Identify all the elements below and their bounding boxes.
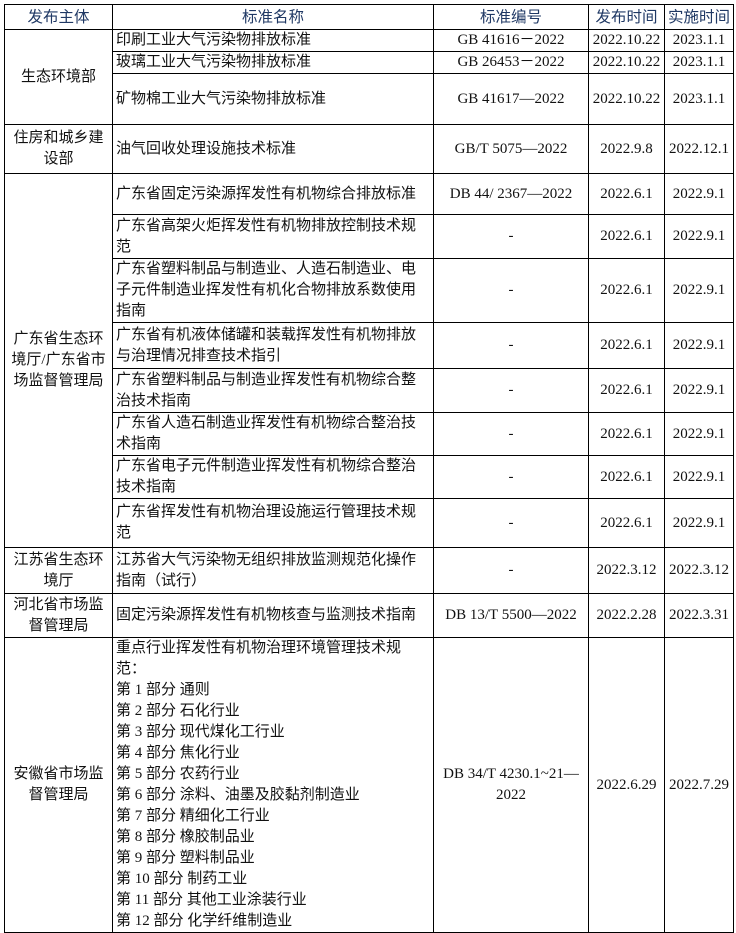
effective-date-cell: 2022.12.1 — [664, 124, 734, 174]
standard-code-cell: - — [433, 322, 589, 369]
standard-name-cell: 重点行业挥发性有机物治理环境管理技术规范： 第 1 部分 通则 第 2 部分 石… — [112, 637, 434, 933]
table-row: 住房和城乡建设部 油气回收处理设施技术标准 GB/T 5075—2022 2022.9… — [4, 124, 734, 174]
standards-table: 发布主体 标准名称 标准编号 发布时间 实施时间 生态环境部 印刷工业大气污染物排… — [4, 4, 734, 933]
effective-date-cell: 2022.9.1 — [664, 258, 734, 323]
header-publish: 发布时间 — [588, 4, 665, 30]
table-row: 广东省有机液体储罐和装载挥发性有机物排放与治理情况排查技术指引 -2022.6.1… — [5, 322, 734, 369]
standard-name-cell: 广东省塑料制品与制造业挥发性有机物综合整治技术指南 — [112, 368, 434, 413]
table-row: 广东省人造石制造业挥发性有机物综合整治技术指南 -2022.6.1 2022.9.1 — [5, 412, 734, 456]
table-row: 广东省塑料制品与制造业、人造石制造业、电子元件制造业挥发性有机化合物排放系数使用… — [5, 258, 734, 323]
standard-name-cell: 矿物棉工业大气污染物排放标准 — [112, 73, 434, 125]
table-row: 矿物棉工业大气污染物排放标准 GB 41617—2022 2022.10.22 202… — [5, 73, 734, 125]
header-row: 发布主体 标准名称 标准编号 发布时间 实施时间 — [4, 4, 734, 30]
standard-name-cell: 玻璃工业大气污染物排放标准 — [112, 51, 434, 74]
publish-date-cell: 2022.3.12 — [588, 547, 665, 594]
table-row: 生态环境部 印刷工业大气污染物排放标准 GB 41616－2022 2022.10.2… — [4, 29, 734, 125]
standard-name-cell: 固定污染源挥发性有机物核查与监测技术指南 — [112, 593, 434, 638]
agency-cell: 生态环境部 — [4, 29, 113, 125]
standard-code-cell: DB 13/T 5500—2022 — [433, 593, 589, 638]
effective-date-cell: 2022.3.12 — [664, 547, 734, 594]
publish-date-cell: 2022.10.22 — [588, 29, 665, 52]
standard-code-cell: - — [433, 412, 589, 456]
table-row: 安徽省市场监督管理局 重点行业挥发性有机物治理环境管理技术规范： 第 1 部分 通… — [4, 637, 734, 933]
standard-code-cell: GB 26453－2022 — [433, 51, 589, 74]
effective-date-cell: 2022.9.1 — [664, 173, 734, 215]
effective-date-cell: 2023.1.1 — [664, 73, 734, 125]
effective-date-cell: 2022.3.31 — [664, 593, 734, 638]
publish-date-cell: 2022.10.22 — [588, 73, 665, 125]
agency-cell: 安徽省市场监督管理局 — [4, 637, 113, 933]
header-name: 标准名称 — [112, 4, 434, 30]
standard-name-cell: 广东省高架火炬挥发性有机物排放控制技术规范 — [112, 214, 434, 259]
publish-date-cell: 2022.6.1 — [588, 322, 665, 369]
publish-date-cell: 2022.6.1 — [588, 214, 665, 259]
standard-code-cell: - — [433, 498, 589, 548]
effective-date-cell: 2022.9.1 — [664, 455, 734, 499]
table-row: 玻璃工业大气污染物排放标准 GB 26453－2022 2022.10.22 2023… — [5, 51, 734, 74]
table-row: 广东省塑料制品与制造业挥发性有机物综合整治技术指南 -2022.6.1 2022.9… — [5, 368, 734, 413]
agency-cell: 河北省市场监督管理局 — [4, 593, 113, 638]
publish-date-cell: 2022.9.8 — [588, 124, 665, 174]
standard-name-cell: 印刷工业大气污染物排放标准 — [112, 29, 434, 52]
publish-date-cell: 2022.6.1 — [588, 173, 665, 215]
effective-date-cell: 2022.9.1 — [664, 412, 734, 456]
standard-name-cell: 广东省挥发性有机物治理设施运行管理技术规范 — [112, 498, 434, 548]
effective-date-cell: 2022.7.29 — [664, 637, 734, 933]
header-agency: 发布主体 — [4, 4, 113, 30]
table-row: 河北省市场监督管理局 固定污染源挥发性有机物核查与监测技术指南 DB 13/T 55… — [4, 593, 734, 638]
publish-date-cell: 2022.6.29 — [588, 637, 665, 933]
table-row: 广东省电子元件制造业挥发性有机物综合整治技术指南 -2022.6.1 2022.9.… — [5, 455, 734, 499]
standard-name-cell: 江苏省大气污染物无组织排放监测规范化操作指南（试行） — [112, 547, 434, 594]
standard-code-cell: DB 34/T 4230.1~21—2022 — [433, 637, 589, 933]
standard-code-cell: GB/T 5075—2022 — [433, 124, 589, 174]
publish-date-cell: 2022.6.1 — [588, 498, 665, 548]
agency-cell: 住房和城乡建设部 — [4, 124, 113, 174]
publish-date-cell: 2022.6.1 — [588, 412, 665, 456]
standard-code-cell: - — [433, 258, 589, 323]
agency-cell: 广东省生态环境厅/广东省市场监督管理局 — [4, 173, 113, 548]
standard-code-cell: - — [433, 214, 589, 259]
table-row: 广东省生态环境厅/广东省市场监督管理局 广东省固定污染源挥发性有机物综合排放标准 D… — [4, 173, 734, 548]
effective-date-cell: 2022.9.1 — [664, 498, 734, 548]
effective-date-cell: 2022.9.1 — [664, 322, 734, 369]
standard-code-cell: - — [433, 368, 589, 413]
table-row: 广东省高架火炬挥发性有机物排放控制技术规范 -2022.6.1 2022.9.1 — [5, 214, 734, 259]
standard-name-cell: 广东省人造石制造业挥发性有机物综合整治技术指南 — [112, 412, 434, 456]
publish-date-cell: 2022.6.1 — [588, 258, 665, 323]
publish-date-cell: 2022.2.28 — [588, 593, 665, 638]
standard-code-cell: GB 41617—2022 — [433, 73, 589, 125]
standard-code-cell: - — [433, 547, 589, 594]
publish-date-cell: 2022.6.1 — [588, 368, 665, 413]
effective-date-cell: 2022.9.1 — [664, 214, 734, 259]
table-row: 广东省挥发性有机物治理设施运行管理技术规范 -2022.6.1 2022.9.1 — [5, 498, 734, 548]
effective-date-cell: 2023.1.1 — [664, 29, 734, 52]
standard-code-cell: - — [433, 455, 589, 499]
standard-name-cell: 广东省有机液体储罐和装载挥发性有机物排放与治理情况排查技术指引 — [112, 322, 434, 369]
agency-cell: 江苏省生态环境厅 — [4, 547, 113, 594]
standard-name-cell: 广东省电子元件制造业挥发性有机物综合整治技术指南 — [112, 455, 434, 499]
effective-date-cell: 2022.9.1 — [664, 368, 734, 413]
header-effective: 实施时间 — [664, 4, 734, 30]
publish-date-cell: 2022.6.1 — [588, 455, 665, 499]
publish-date-cell: 2022.10.22 — [588, 51, 665, 74]
effective-date-cell: 2023.1.1 — [664, 51, 734, 74]
header-code: 标准编号 — [433, 4, 589, 30]
table-row: 江苏省生态环境厅 江苏省大气污染物无组织排放监测规范化操作指南（试行） -2022.… — [4, 547, 734, 594]
standard-code-cell: GB 41616－2022 — [433, 29, 589, 52]
standard-name-cell: 广东省塑料制品与制造业、人造石制造业、电子元件制造业挥发性有机化合物排放系数使用… — [112, 258, 434, 323]
standard-name-cell: 广东省固定污染源挥发性有机物综合排放标准 — [112, 173, 434, 215]
standard-code-cell: DB 44/ 2367—2022 — [433, 173, 589, 215]
standard-name-cell: 油气回收处理设施技术标准 — [112, 124, 434, 174]
